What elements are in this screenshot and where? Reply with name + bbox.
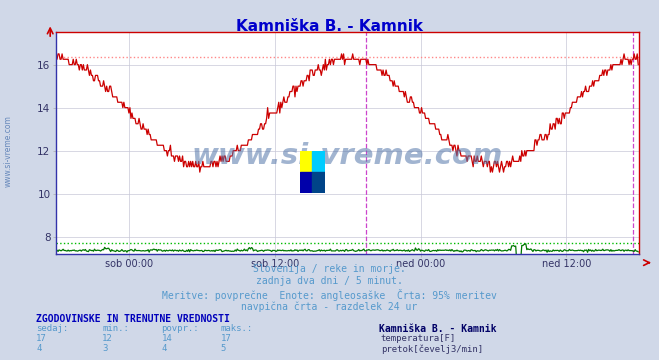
Text: 17: 17: [221, 334, 231, 343]
Text: 3: 3: [102, 344, 107, 353]
Text: 4: 4: [36, 344, 42, 353]
Text: Slovenija / reke in morje.: Slovenija / reke in morje.: [253, 264, 406, 274]
Bar: [300, 151, 312, 172]
Text: zadnja dva dni / 5 minut.: zadnja dva dni / 5 minut.: [256, 276, 403, 286]
Text: Kamniška B. - Kamnik: Kamniška B. - Kamnik: [379, 324, 496, 334]
Text: min.:: min.:: [102, 324, 129, 333]
Text: Kamniška B. - Kamnik: Kamniška B. - Kamnik: [236, 19, 423, 34]
Text: 17: 17: [36, 334, 47, 343]
Text: povpr.:: povpr.:: [161, 324, 199, 333]
Text: maks.:: maks.:: [221, 324, 253, 333]
Text: temperatura[F]: temperatura[F]: [381, 334, 456, 343]
Text: ZGODOVINSKE IN TRENUTNE VREDNOSTI: ZGODOVINSKE IN TRENUTNE VREDNOSTI: [36, 314, 230, 324]
Bar: [312, 151, 325, 172]
Text: www.si-vreme.com: www.si-vreme.com: [4, 115, 13, 187]
Bar: [312, 172, 325, 193]
Text: 12: 12: [102, 334, 113, 343]
Text: pretok[čevelj3/min]: pretok[čevelj3/min]: [381, 344, 483, 354]
Text: sedaj:: sedaj:: [36, 324, 69, 333]
Bar: [300, 172, 312, 193]
Text: navpična črta - razdelek 24 ur: navpična črta - razdelek 24 ur: [241, 301, 418, 312]
Text: 4: 4: [161, 344, 167, 353]
Text: 5: 5: [221, 344, 226, 353]
Text: Meritve: povprečne  Enote: angleosaške  Črta: 95% meritev: Meritve: povprečne Enote: angleosaške Čr…: [162, 289, 497, 301]
Text: 14: 14: [161, 334, 172, 343]
Text: www.si-vreme.com: www.si-vreme.com: [192, 143, 503, 170]
